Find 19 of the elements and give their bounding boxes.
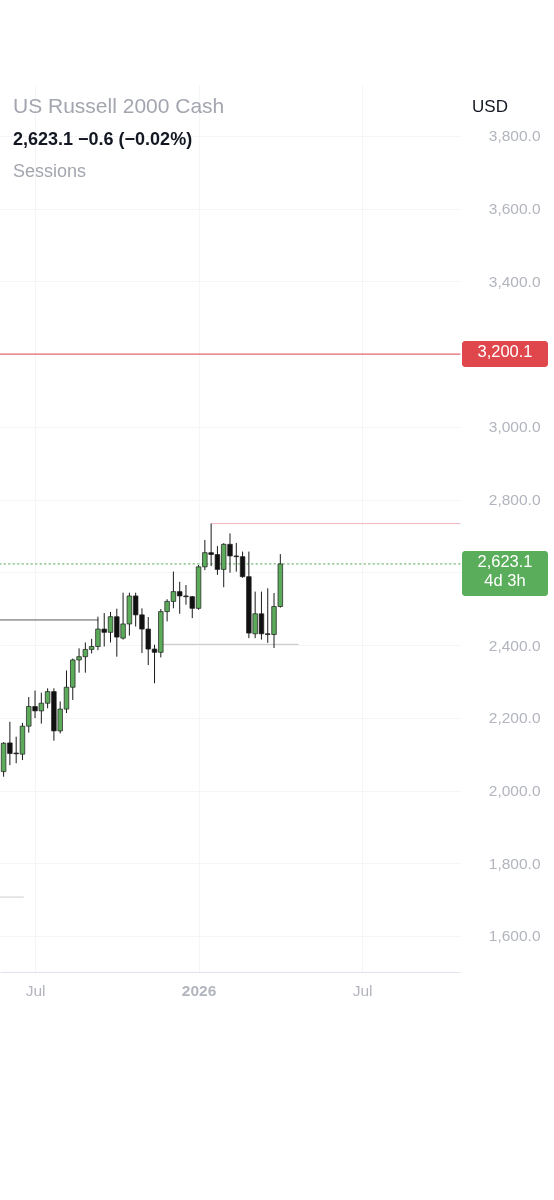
- x-tick-label: Jul: [25, 981, 46, 999]
- annotation: Sessions: [13, 161, 87, 181]
- chart-title: US Russell 2000 Cash: [13, 94, 225, 117]
- ref-line-label: 3,200.1: [477, 342, 533, 361]
- y-tick-label: 2,800.0: [488, 491, 541, 509]
- y-tick-label: 3,400.0: [488, 272, 541, 290]
- y-tick-label: 1,800.0: [488, 854, 541, 872]
- y-tick-label: 2,200.0: [488, 709, 541, 727]
- y-tick-label: 1,600.0: [488, 927, 541, 945]
- text: USD: [472, 97, 508, 116]
- y-tick-label: 3,800.0: [488, 127, 541, 145]
- y-tick-label: 3,000.0: [488, 418, 541, 436]
- ref-line-label: 2,623.1 4d 3h: [477, 551, 533, 589]
- y-tick-label: 3,600.0: [488, 200, 541, 218]
- y-tick-label: 2,400.0: [488, 636, 541, 654]
- y-tick-label: 2,000.0: [488, 782, 541, 800]
- x-tick-label: Jul: [352, 981, 373, 999]
- x-tick-label: 2026: [181, 981, 217, 999]
- text: 2,623.1 −0.6 (−0.02%): [13, 129, 193, 149]
